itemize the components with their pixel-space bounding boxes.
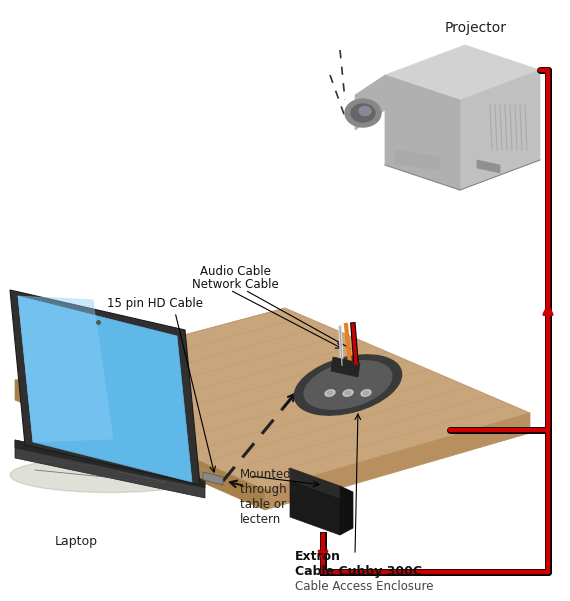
Ellipse shape	[361, 390, 371, 396]
Polygon shape	[331, 357, 360, 377]
Polygon shape	[290, 480, 340, 535]
Text: Audio Cable: Audio Cable	[200, 265, 270, 278]
Polygon shape	[10, 290, 200, 485]
Ellipse shape	[294, 355, 402, 415]
Text: table or: table or	[240, 498, 286, 511]
Polygon shape	[290, 468, 340, 498]
Polygon shape	[477, 160, 500, 173]
Polygon shape	[15, 380, 265, 510]
Ellipse shape	[345, 99, 381, 127]
Ellipse shape	[327, 391, 333, 395]
Polygon shape	[30, 430, 190, 478]
Polygon shape	[120, 462, 165, 482]
Polygon shape	[385, 45, 540, 100]
Text: Mounted: Mounted	[240, 468, 292, 481]
Text: lectern: lectern	[240, 513, 281, 526]
Text: through a: through a	[240, 483, 298, 496]
Ellipse shape	[304, 361, 392, 409]
Ellipse shape	[359, 106, 371, 115]
Text: Cable Access Enclosure: Cable Access Enclosure	[295, 580, 434, 593]
Polygon shape	[385, 75, 460, 190]
Text: Projector: Projector	[445, 21, 507, 35]
Polygon shape	[15, 440, 205, 498]
Polygon shape	[460, 70, 540, 190]
Ellipse shape	[10, 457, 210, 492]
Text: Cable Cubby 300C: Cable Cubby 300C	[295, 565, 422, 578]
Polygon shape	[340, 486, 353, 535]
Polygon shape	[203, 472, 223, 485]
Polygon shape	[15, 440, 205, 488]
Polygon shape	[395, 150, 440, 170]
Polygon shape	[18, 296, 192, 482]
Text: 15 pin HD Cable: 15 pin HD Cable	[107, 297, 203, 310]
Text: Extron: Extron	[295, 550, 341, 563]
Polygon shape	[265, 413, 530, 510]
Ellipse shape	[363, 391, 369, 395]
Text: Network Cable: Network Cable	[192, 278, 278, 291]
Text: Laptop: Laptop	[55, 535, 98, 548]
Ellipse shape	[325, 390, 335, 396]
Polygon shape	[355, 75, 385, 130]
Ellipse shape	[345, 391, 351, 395]
Polygon shape	[15, 308, 530, 490]
Polygon shape	[18, 296, 113, 442]
Ellipse shape	[343, 390, 353, 396]
Ellipse shape	[351, 104, 375, 122]
